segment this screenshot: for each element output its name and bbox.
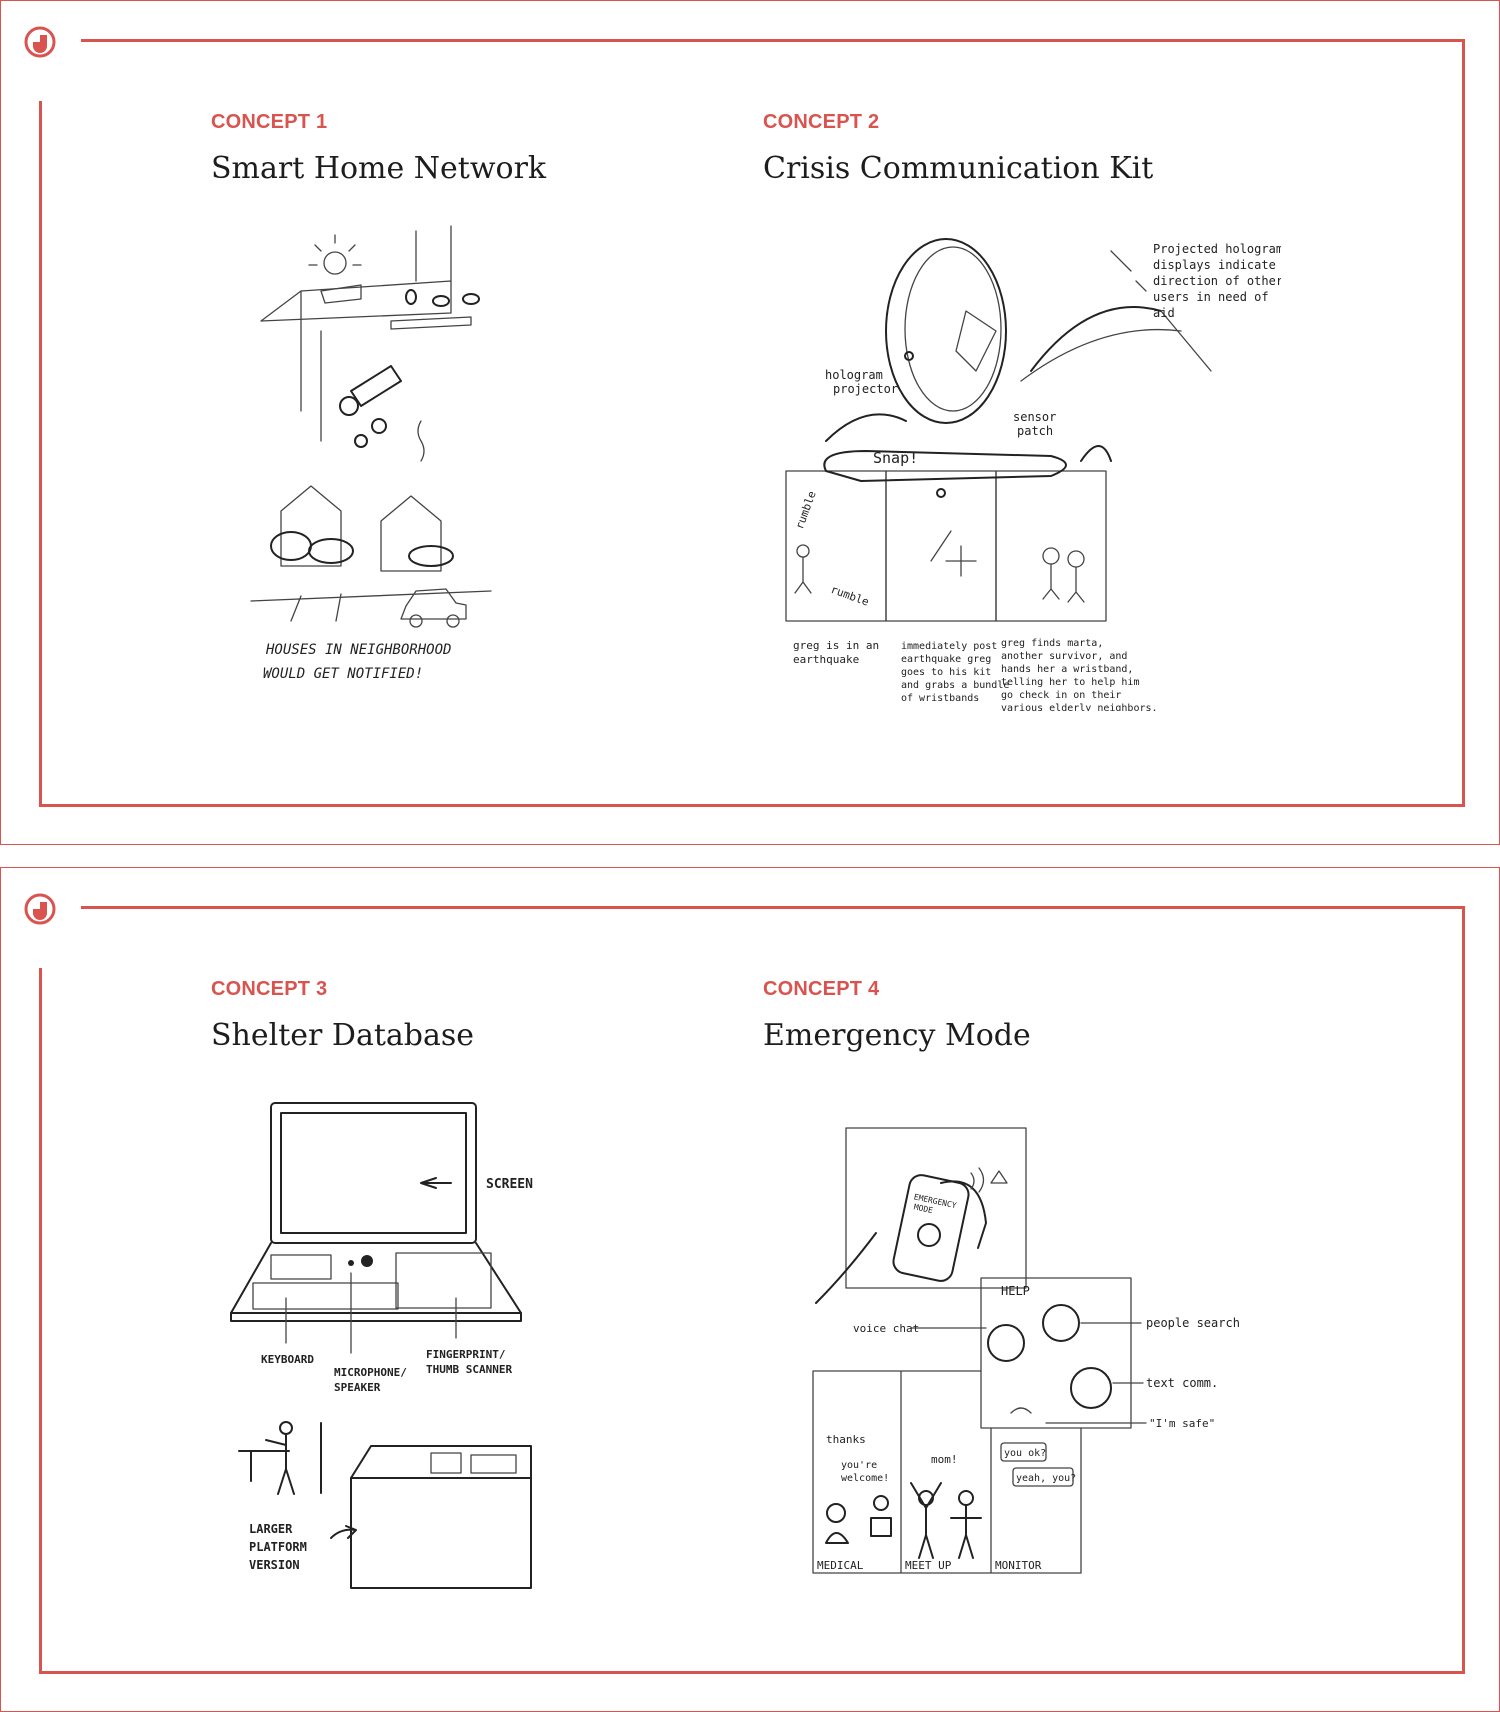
svg-text:HELP: HELP xyxy=(1001,1284,1030,1298)
crisis-kit-sketch: Projected hologram displays indicate the… xyxy=(781,231,1281,711)
svg-text:text comm.: text comm. xyxy=(1146,1376,1218,1390)
svg-text:SCREEN: SCREEN xyxy=(486,1177,533,1192)
brand-logo-icon xyxy=(24,893,56,925)
svg-text:welcome!: welcome! xyxy=(841,1473,889,1484)
brand-logo-icon xyxy=(24,26,56,58)
svg-text:you ok?: you ok? xyxy=(1004,1448,1046,1459)
svg-text:users in need of: users in need of xyxy=(1153,290,1269,304)
svg-text:hologram: hologram xyxy=(825,368,883,382)
svg-text:KEYBOARD: KEYBOARD xyxy=(261,1353,314,1366)
svg-text:projector: projector xyxy=(833,382,898,396)
svg-text:thanks: thanks xyxy=(826,1433,866,1446)
svg-text:another survivor, and: another survivor, and xyxy=(1001,651,1127,662)
svg-text:MICROPHONE/: MICROPHONE/ xyxy=(334,1366,407,1379)
svg-text:"I'm safe": "I'm safe" xyxy=(1149,1417,1215,1430)
concept-kicker: CONCEPT 3 xyxy=(211,978,328,1000)
svg-text:go check in on their: go check in on their xyxy=(1001,690,1121,701)
svg-text:voice chat: voice chat xyxy=(853,1322,919,1335)
svg-text:direction of other: direction of other xyxy=(1153,274,1281,288)
svg-text:mom!: mom! xyxy=(931,1453,958,1466)
svg-text:hands her a wristband,: hands her a wristband, xyxy=(1001,664,1133,675)
svg-text:SPEAKER: SPEAKER xyxy=(334,1381,381,1394)
slide-frame xyxy=(39,39,1465,807)
svg-text:you're: you're xyxy=(841,1460,877,1471)
svg-text:yeah, you?: yeah, you? xyxy=(1016,1473,1076,1484)
svg-text:people search: people search xyxy=(1146,1316,1240,1330)
concept-kicker: CONCEPT 4 xyxy=(763,978,880,1000)
smart-home-sketch: HOUSES IN NEIGHBORHOOD WOULD GET NOTIFIE… xyxy=(241,221,501,701)
shelter-database-sketch: SCREEN KEYBOARD MICROPHONE/ SPEAKER FING… xyxy=(211,1083,581,1603)
svg-text:PLATFORM: PLATFORM xyxy=(249,1540,307,1554)
concept-kicker: CONCEPT 2 xyxy=(763,111,880,133)
concept-title: Crisis Communication Kit xyxy=(763,151,1154,186)
svg-text:rumble: rumble xyxy=(793,489,819,531)
concept-title: Shelter Database xyxy=(211,1018,475,1053)
sketch-note: HOUSES IN NEIGHBORHOOD xyxy=(265,642,451,658)
svg-text:immediately post: immediately post xyxy=(901,641,997,652)
svg-text:aid: aid xyxy=(1153,306,1175,320)
concept-title: Smart Home Network xyxy=(211,151,547,186)
emergency-mode-sketch: EMERGENCY MODE HELP voice chat people se… xyxy=(801,1123,1241,1583)
concept-title: Emergency Mode xyxy=(763,1018,1031,1053)
svg-text:Snap!: Snap! xyxy=(873,449,918,467)
svg-text:MEDICAL: MEDICAL xyxy=(817,1559,864,1572)
concept-kicker: CONCEPT 1 xyxy=(211,111,328,133)
svg-text:of wristbands: of wristbands xyxy=(901,693,979,704)
svg-text:greg finds marta,: greg finds marta, xyxy=(1001,638,1103,649)
svg-text:MONITOR: MONITOR xyxy=(995,1559,1042,1572)
svg-text:goes to his kit: goes to his kit xyxy=(901,667,991,678)
svg-text:greg is in an: greg is in an xyxy=(793,639,879,652)
svg-text:telling her to help him: telling her to help him xyxy=(1001,677,1139,688)
svg-text:MEET UP: MEET UP xyxy=(905,1559,952,1572)
slide-2: CONCEPT 3 Shelter Database CONCEPT 4 Eme… xyxy=(0,867,1500,1712)
svg-text:various elderly neighbors.: various elderly neighbors. xyxy=(1001,703,1158,711)
svg-text:rumble: rumble xyxy=(829,583,871,609)
svg-text:earthquake greg: earthquake greg xyxy=(901,654,991,665)
svg-text:THUMB SCANNER: THUMB SCANNER xyxy=(426,1363,512,1376)
sketch-note: WOULD GET NOTIFIED! xyxy=(263,666,423,682)
slide-1: CONCEPT 1 Smart Home Network CONCEPT 2 C… xyxy=(0,0,1500,845)
slide-frame xyxy=(39,906,1465,1674)
svg-text:FINGERPRINT/: FINGERPRINT/ xyxy=(426,1348,506,1361)
svg-text:sensor: sensor xyxy=(1013,410,1056,424)
svg-text:LARGER: LARGER xyxy=(249,1522,293,1536)
svg-text:patch: patch xyxy=(1017,424,1053,438)
svg-text:displays indicate the: displays indicate the xyxy=(1153,258,1281,272)
svg-text:earthquake: earthquake xyxy=(793,653,859,666)
svg-text:Projected hologram: Projected hologram xyxy=(1153,242,1281,256)
svg-text:VERSION: VERSION xyxy=(249,1558,300,1572)
svg-text:and grabs a bundle: and grabs a bundle xyxy=(901,680,1009,691)
svg-text:MODE: MODE xyxy=(913,1202,934,1215)
